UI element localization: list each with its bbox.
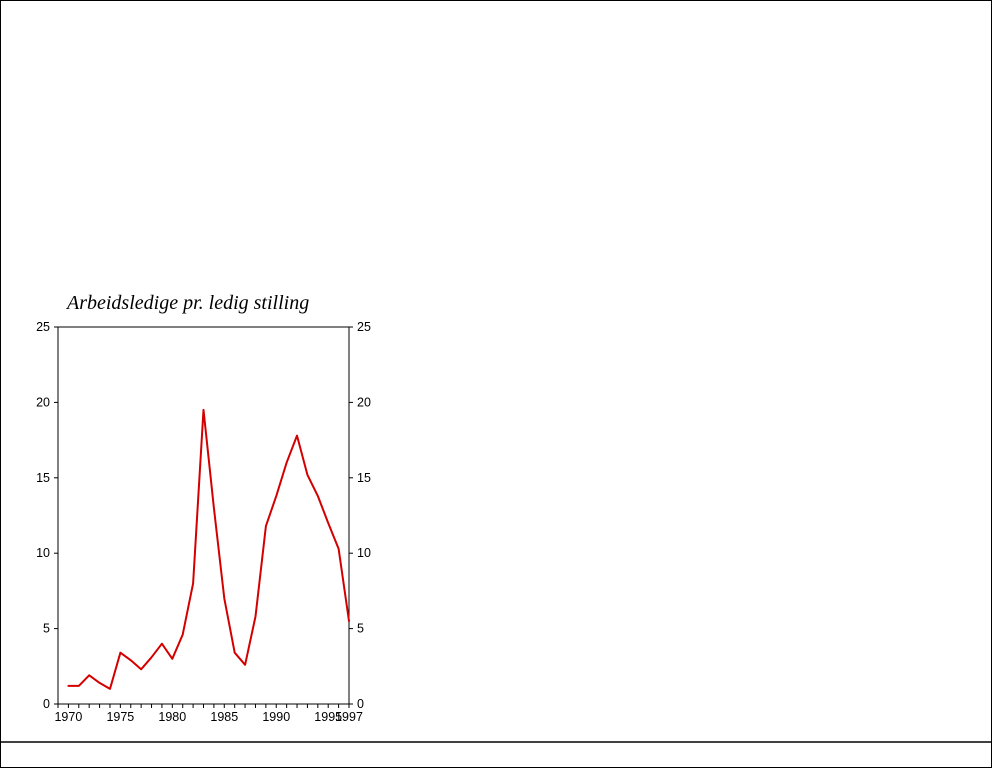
y-tick-label-left: 25 bbox=[36, 320, 50, 334]
y-tick-label-right: 10 bbox=[357, 546, 371, 560]
data-line-arbeidsledige-pr-ledig-stilling bbox=[67, 408, 350, 690]
x-tick-label: 1990 bbox=[262, 710, 290, 724]
y-tick-label-left: 10 bbox=[36, 546, 50, 560]
y-tick-label-left: 20 bbox=[36, 395, 50, 409]
y-tick-label-right: 25 bbox=[357, 320, 371, 334]
y-tick-label-left: 15 bbox=[36, 471, 50, 485]
x-tick-label: 1997 bbox=[335, 710, 363, 724]
y-tick-label-left: 5 bbox=[43, 622, 50, 636]
x-tick-label: 1975 bbox=[106, 710, 134, 724]
x-tick-label: 1985 bbox=[210, 710, 238, 724]
y-tick-label-left: 0 bbox=[43, 697, 50, 711]
chart-title: Arbeidsledige pr. ledig stilling bbox=[67, 292, 310, 314]
x-tick-label: 1970 bbox=[54, 710, 82, 724]
y-tick-label-right: 5 bbox=[357, 622, 364, 636]
x-tick-label: 1995 bbox=[314, 710, 342, 724]
x-tick-label: 1980 bbox=[158, 710, 186, 724]
y-tick-label-right: 15 bbox=[357, 471, 371, 485]
y-tick-label-right: 20 bbox=[357, 395, 371, 409]
plot-box bbox=[57, 326, 350, 705]
y-tick-label-right: 0 bbox=[357, 697, 364, 711]
